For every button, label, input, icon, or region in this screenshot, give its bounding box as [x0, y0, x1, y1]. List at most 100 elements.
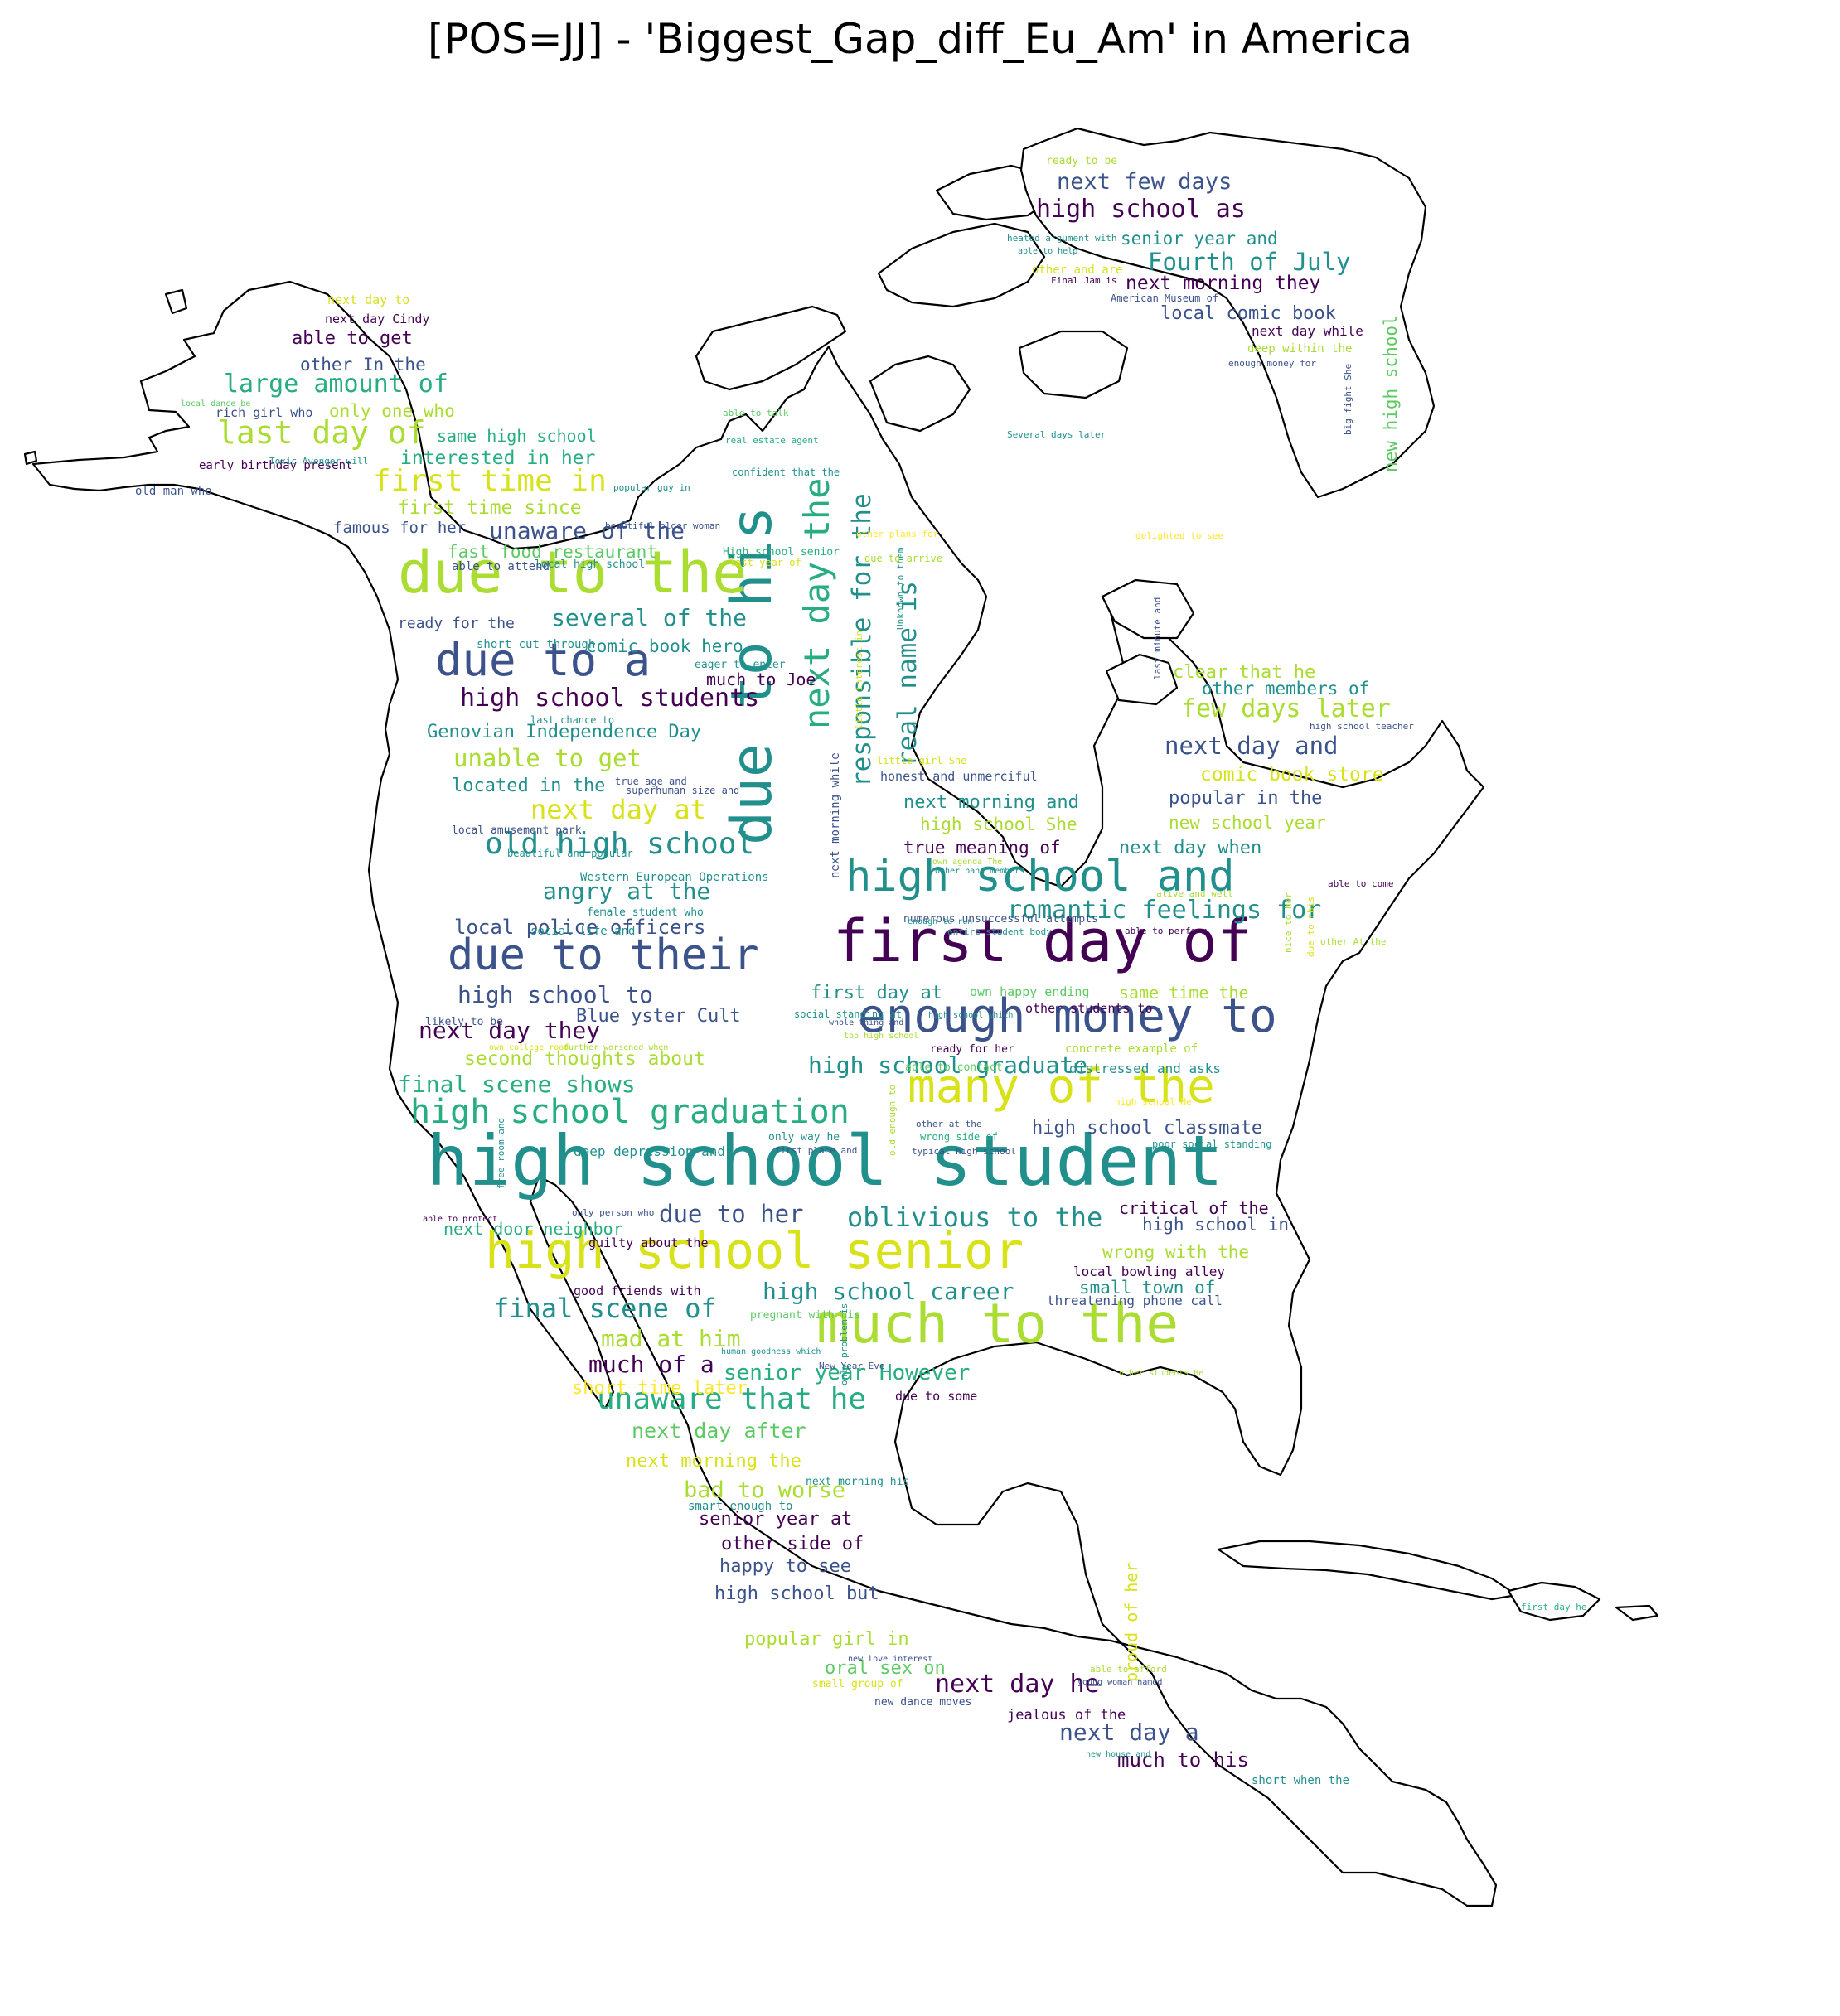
word-cloud: high school student first day of due to hi… [135, 155, 1586, 1787]
word-phrase: jealous of the [1007, 1707, 1126, 1724]
word-phrase: next few days [1057, 169, 1232, 195]
word-phrase: responsible for the [847, 493, 877, 787]
word-phrase: confident that the [732, 467, 840, 478]
word-phrase: next day the [797, 478, 837, 729]
word-phrase: heated argument with [1007, 233, 1116, 244]
word-phrase: free room and [496, 1118, 506, 1189]
word-phrase: other plans for [856, 529, 939, 539]
word-phrase: female student who [587, 906, 704, 919]
word-phrase: own agenda The [932, 858, 1002, 867]
hispaniola-outline [1507, 1581, 1601, 1622]
word-phrase: new school year [1169, 813, 1326, 833]
small-island-outline [23, 450, 38, 466]
word-phrase: small group of [812, 1678, 903, 1690]
word-phrase: first day he [1521, 1602, 1586, 1612]
word-phrase: comic book hero [586, 636, 743, 656]
word-phrase: Final Jam is [1051, 275, 1116, 286]
word-phrase: much to Joe [706, 670, 816, 689]
word-phrase: famous for her [333, 519, 466, 537]
word-phrase: true meaning of [903, 838, 1061, 858]
word-phrase: superhuman size and [626, 785, 739, 796]
word-phrase: local police officers [454, 916, 705, 939]
word-phrase: likely to be [425, 1016, 503, 1028]
word-phrase: high school as [1036, 195, 1246, 224]
arctic-island-outline [869, 355, 971, 433]
word-phrase: able to help [1018, 247, 1077, 256]
word-phrase: mad at him [601, 1325, 741, 1352]
word-phrase: high school senior [485, 1222, 1024, 1280]
word-phrase: much to his [1117, 1748, 1249, 1772]
cuba-outline [1217, 1540, 1518, 1601]
word-phrase: other band members [935, 867, 1024, 876]
word-phrase: few days later [1181, 694, 1391, 723]
word-phrase: only one who [329, 401, 455, 421]
word-phrase: next day Cindy [325, 312, 429, 326]
word-phrase: next day they [419, 1017, 600, 1044]
word-phrase: high school but [714, 1583, 879, 1604]
word-phrase: new high school [1381, 315, 1401, 472]
word-phrase: due to a [435, 634, 651, 686]
word-phrase: Fourth of July [1148, 248, 1350, 276]
word-phrase: fast food restaurant [448, 542, 657, 562]
word-phrase: angry at the [543, 877, 710, 905]
word-phrase: due to this [1305, 897, 1316, 957]
word-phrase: guilty about the [588, 1235, 709, 1250]
word-phrase: concrete example of [1065, 1042, 1198, 1056]
word-phrase: first day of [833, 907, 1252, 975]
word-phrase: able to talk [723, 408, 789, 418]
word-phrase: Genovian Independence Day [427, 722, 701, 742]
word-phrase: oblivious to the [847, 1201, 1102, 1233]
word-phrase: senior year at [699, 1509, 852, 1530]
word-phrase: high school graduate [808, 1052, 1087, 1079]
word-phrase: able to perform [1125, 926, 1208, 936]
word-phrase: senior year and [1121, 229, 1278, 249]
word-phrase: last year of [729, 557, 801, 568]
word-phrase: local dance be [181, 399, 250, 409]
word-phrase: real name is [893, 581, 922, 766]
word-phrase: enough money to [858, 989, 1277, 1043]
word-phrase: due to their [448, 931, 759, 980]
word-phrase: same high school [437, 426, 597, 446]
word-phrase: delighted to see [1135, 530, 1223, 541]
word-phrase: wrong with the [1102, 1242, 1249, 1262]
word-phrase: American Museum of [1111, 292, 1218, 304]
word-phrase: Unknown to them [895, 547, 906, 630]
word-phrase: further worsened when [564, 1043, 668, 1052]
word-phrase: local bowling alley [1073, 1264, 1225, 1279]
word-phrase: high school He [1115, 1096, 1192, 1107]
word-phrase: own happy ending [970, 984, 1090, 999]
word-phrase: local high school [535, 558, 645, 571]
word-phrase: big fight She [1343, 364, 1353, 435]
word-phrase: distressed and asks [1069, 1061, 1221, 1076]
word-phrase: nice to her [1283, 892, 1294, 953]
word-phrase: good friends with [574, 1284, 701, 1298]
word-phrase: first day at [811, 983, 942, 1003]
word-phrase: proud of her [1121, 1563, 1141, 1683]
word-phrase: high school graduation [410, 1093, 850, 1131]
word-phrase: high school career [763, 1278, 1014, 1305]
word-phrase: due to the [398, 539, 747, 607]
word-phrase: short cut through [477, 638, 595, 651]
word-phrase: social standing at [794, 1008, 902, 1020]
word-phrase: next morning his [806, 1476, 909, 1488]
word-phrase: much of a [588, 1351, 714, 1378]
word-phrase: new dance moves [874, 1696, 971, 1709]
word-phrase: final scene of [493, 1293, 717, 1324]
word-phrase: next day he [935, 1670, 1100, 1699]
word-phrase: clear that he [1173, 662, 1315, 683]
word-phrase: true age and [615, 776, 687, 787]
word-phrase: much to the [816, 1292, 1179, 1356]
word-phrase: deep within the [1247, 342, 1352, 355]
word-phrase: popular in the [1169, 788, 1322, 809]
word-phrase: next day while [1252, 323, 1363, 339]
word-phrase: eager to enter [695, 659, 786, 671]
word-phrase: top high school [844, 1032, 918, 1041]
word-phrase: old enough to [887, 1085, 898, 1156]
word-phrase: high school She [920, 815, 1077, 834]
word-phrase: beautiful older woman [605, 520, 720, 531]
arctic-island-outline [877, 222, 1046, 308]
word-phrase: popular girl in [744, 1629, 909, 1650]
word-phrase: able to afford [1090, 1664, 1167, 1675]
word-phrase: beautiful and popular [507, 848, 633, 859]
